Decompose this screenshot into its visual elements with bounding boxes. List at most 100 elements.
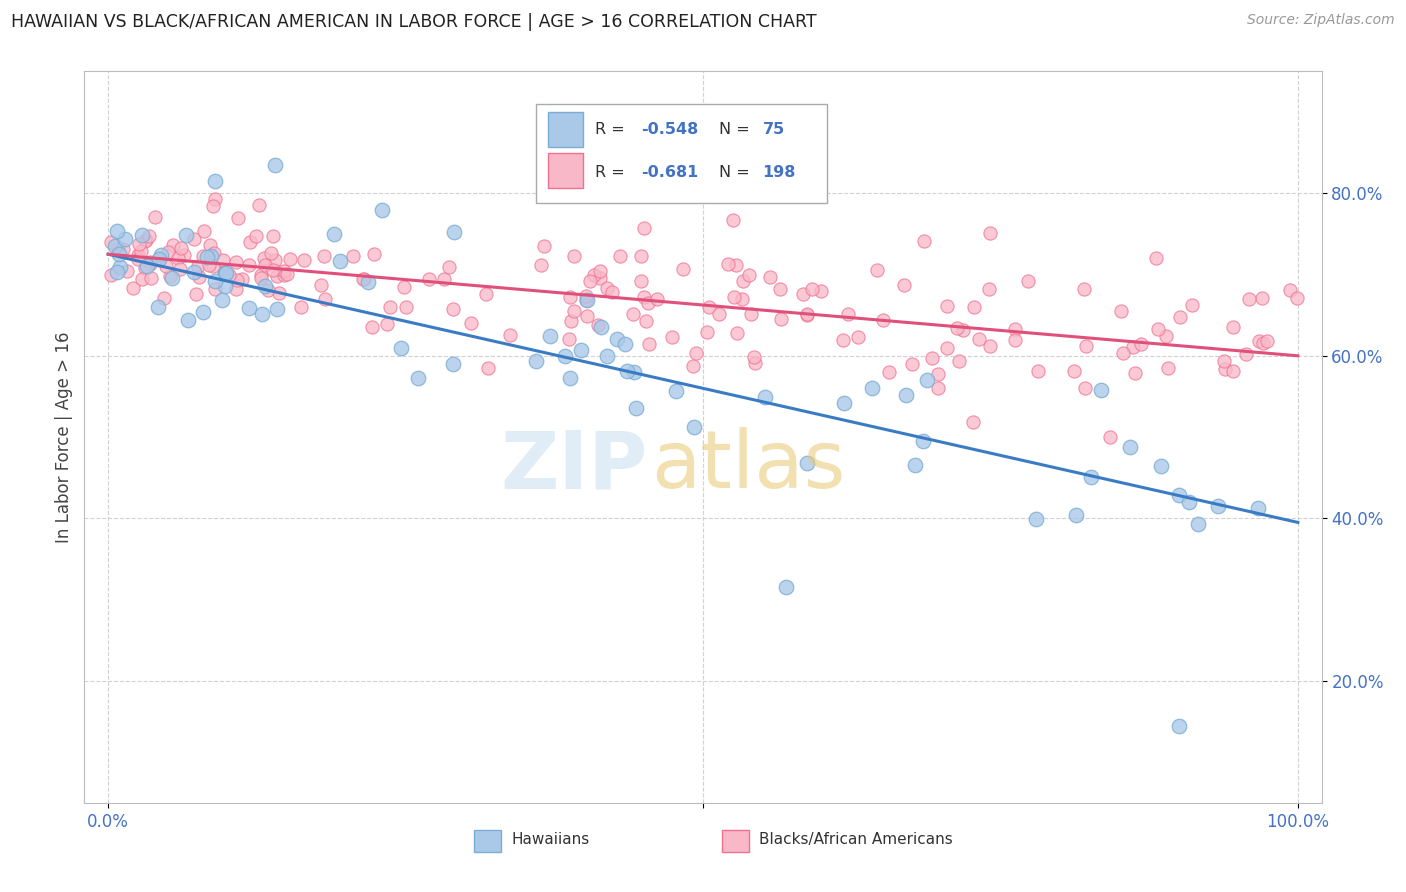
Point — [1025, 512, 1047, 526]
Point — [665, 384, 688, 398]
Point — [159, 268, 181, 283]
Point — [352, 272, 374, 286]
Point — [112, 242, 135, 256]
Point — [877, 365, 900, 379]
Point — [754, 390, 776, 404]
Point — [1167, 718, 1189, 732]
FancyBboxPatch shape — [548, 153, 583, 188]
Point — [1256, 334, 1278, 348]
Point — [769, 312, 792, 326]
Point — [1063, 364, 1085, 378]
Point — [110, 260, 132, 274]
Point — [1004, 333, 1026, 347]
Point — [1285, 291, 1308, 305]
Point — [948, 353, 970, 368]
Point — [363, 247, 385, 261]
Point — [174, 227, 197, 242]
Point — [1222, 319, 1244, 334]
Point — [558, 290, 581, 304]
Point — [1168, 310, 1191, 324]
Point — [157, 244, 180, 259]
Point — [353, 272, 375, 286]
Point — [134, 234, 156, 248]
Point — [595, 349, 617, 363]
Point — [357, 275, 380, 289]
Point — [211, 293, 233, 307]
Point — [135, 233, 157, 247]
Text: R =: R = — [595, 165, 630, 180]
Point — [554, 349, 576, 363]
Text: 75: 75 — [762, 122, 785, 137]
Point — [911, 434, 934, 448]
Point — [245, 229, 267, 244]
Point — [1213, 362, 1236, 376]
Point — [600, 285, 623, 299]
Point — [231, 271, 253, 285]
Text: -0.681: -0.681 — [641, 165, 699, 180]
Point — [800, 282, 823, 296]
Point — [100, 235, 122, 249]
Point — [571, 343, 593, 358]
Point — [187, 260, 209, 274]
Point — [212, 265, 235, 279]
Point — [682, 359, 704, 373]
Point — [371, 202, 394, 217]
Point — [134, 260, 156, 275]
Point — [162, 238, 184, 252]
Point — [131, 228, 153, 243]
Point — [685, 346, 707, 360]
Point — [904, 458, 927, 472]
Point — [935, 341, 957, 355]
Point — [177, 313, 200, 327]
Point — [169, 261, 191, 276]
Point — [591, 320, 613, 334]
Point — [204, 192, 226, 206]
Point — [1147, 322, 1170, 336]
Point — [262, 229, 284, 244]
Point — [775, 581, 797, 595]
Point — [377, 317, 399, 331]
Point — [744, 355, 766, 369]
Point — [616, 364, 638, 378]
Point — [198, 238, 221, 252]
Point — [796, 456, 818, 470]
Point — [725, 326, 748, 341]
Point — [329, 254, 352, 268]
Point — [441, 302, 464, 317]
Point — [1251, 291, 1274, 305]
Point — [927, 367, 949, 381]
Point — [1208, 499, 1230, 513]
Point — [107, 224, 129, 238]
Point — [392, 280, 415, 294]
Point — [637, 296, 659, 310]
Point — [395, 300, 418, 314]
Point — [837, 307, 859, 321]
Point — [441, 357, 464, 371]
Point — [204, 274, 226, 288]
Point — [225, 282, 247, 296]
Text: -0.548: -0.548 — [641, 122, 699, 137]
Point — [139, 271, 162, 285]
Point — [153, 292, 176, 306]
Point — [1187, 517, 1209, 532]
Text: Source: ZipAtlas.com: Source: ZipAtlas.com — [1247, 13, 1395, 28]
Point — [935, 299, 957, 313]
Point — [212, 253, 235, 268]
Point — [155, 259, 177, 273]
Point — [533, 238, 555, 252]
Point — [962, 415, 984, 429]
Point — [312, 249, 335, 263]
Point — [170, 241, 193, 255]
Point — [759, 270, 782, 285]
Point — [378, 300, 401, 314]
Point — [717, 256, 740, 270]
Point — [731, 292, 754, 306]
Point — [218, 268, 240, 282]
Point — [160, 270, 183, 285]
Point — [475, 286, 498, 301]
Text: R =: R = — [595, 122, 630, 137]
Point — [114, 232, 136, 246]
Point — [1213, 353, 1236, 368]
Point — [738, 268, 761, 282]
Point — [1222, 364, 1244, 378]
